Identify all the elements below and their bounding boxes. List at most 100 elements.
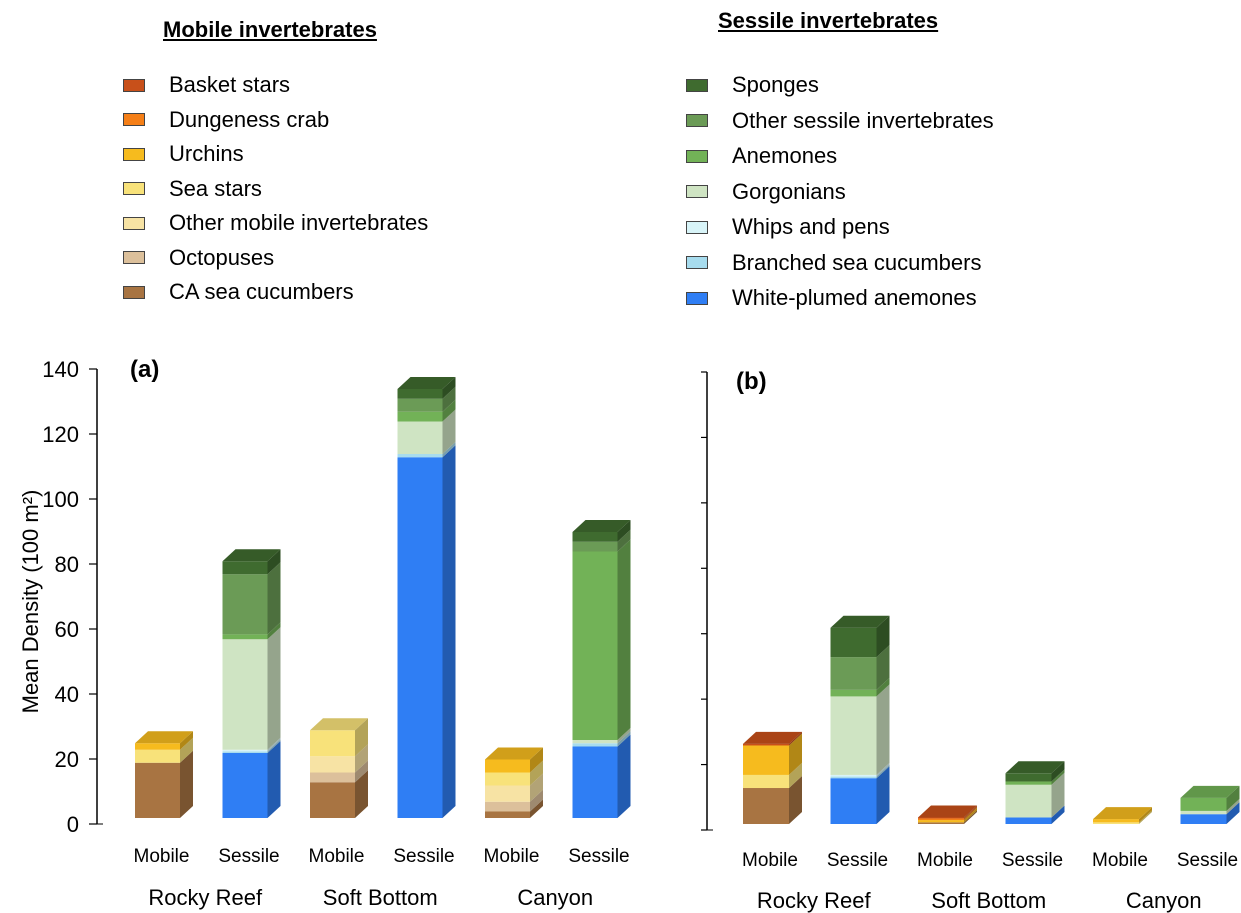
- bar-segment-side: [876, 766, 890, 824]
- bar-segment-side: [180, 731, 193, 750]
- bar-segment-side: [964, 806, 977, 821]
- y-tick-label: 140: [42, 357, 79, 382]
- bar-category-label: Sessile: [1177, 850, 1238, 871]
- bar-segment: [830, 778, 877, 824]
- legend-swatch: [123, 113, 145, 126]
- bar-segment: [135, 743, 180, 750]
- bar-segment: [222, 753, 268, 818]
- group-label: Rocky Reef: [148, 885, 263, 910]
- sessile-legend-title: Sessile invertebrates: [718, 8, 939, 33]
- bar-segment: [310, 782, 355, 818]
- legend-swatch: [123, 285, 145, 299]
- bar-segment-side: [789, 731, 802, 746]
- bar-top: [572, 520, 631, 532]
- legend-item: CA sea cucumbers: [123, 275, 354, 309]
- bar-top: [222, 549, 281, 562]
- bar-segment: [222, 634, 268, 640]
- bar-segment: [830, 776, 877, 779]
- bar-segment-side: [1051, 761, 1065, 782]
- bar-segment-side: [876, 677, 890, 697]
- legend-item: Basket stars: [123, 68, 290, 102]
- bar-segment: [830, 689, 877, 697]
- bar-segment: [918, 817, 964, 819]
- bar-segment-side: [617, 728, 631, 744]
- y-axis-title: Mean Density (100 m²): [18, 490, 43, 714]
- bar-segment: [222, 574, 268, 635]
- bar-segment-side: [876, 645, 890, 690]
- legend-label: White-plumed anemones: [732, 285, 977, 310]
- bar-segment: [310, 772, 355, 783]
- bar-segment: [485, 785, 530, 802]
- legend-item: Anemones: [686, 139, 837, 173]
- bar-segment: [222, 751, 268, 753]
- legend-swatch: [123, 182, 145, 195]
- bar-segment-side: [789, 776, 802, 824]
- legend-swatch: [123, 147, 145, 161]
- legend-swatch: [123, 216, 145, 230]
- bar-segment-side: [442, 386, 456, 412]
- bar-segment: [1093, 819, 1139, 823]
- bar-segment: [918, 820, 964, 823]
- y-tick-label: 40: [55, 682, 79, 707]
- legend-label: CA sea cucumbers: [169, 279, 354, 304]
- bar-segment: [743, 788, 789, 824]
- bar-segment: [397, 389, 443, 399]
- bar-segment: [1005, 817, 1052, 824]
- bar-segment: [743, 743, 789, 746]
- legend-label: Sea stars: [169, 175, 262, 201]
- bar-segment-side: [355, 744, 368, 773]
- y-tick-label: 100: [42, 487, 79, 512]
- bar-segment-side: [1051, 769, 1065, 785]
- bar-segment: [572, 551, 618, 740]
- bar-category-label: Mobile: [484, 846, 540, 867]
- bar-segment-side: [442, 399, 456, 422]
- bar-segment-side: [876, 764, 890, 779]
- bar-category-label: Mobile: [1092, 850, 1148, 871]
- legend-label: Sponges: [732, 72, 819, 97]
- bar-segment: [310, 756, 355, 773]
- bar-segment: [572, 532, 618, 542]
- legend-label: Branched sea cucumbers: [732, 249, 982, 275]
- bar-segment: [1180, 814, 1227, 824]
- bar-category-label: Mobile: [917, 850, 973, 871]
- bar-segment-side: [617, 529, 631, 552]
- bar-segment-side: [876, 684, 890, 775]
- bar-top: [310, 718, 368, 731]
- bar-segment-side: [267, 622, 281, 640]
- legend-label: Other sessile invertebrates: [732, 107, 994, 133]
- legend-swatch: [686, 291, 708, 305]
- legend-item: Whips and pens: [686, 210, 890, 244]
- bar-segment: [135, 762, 180, 818]
- bar-segment-side: [355, 760, 368, 783]
- legend-swatch: [686, 256, 708, 269]
- bar-segment-side: [180, 750, 193, 818]
- bar-category-label: Mobile: [134, 846, 190, 867]
- bar-category-label: Sessile: [218, 846, 279, 867]
- bar-category-label: Sessile: [1002, 850, 1063, 871]
- bar-segment: [310, 730, 355, 757]
- bar-category-label: Sessile: [568, 846, 629, 867]
- bar-segment: [397, 421, 443, 454]
- bar-top: [135, 731, 193, 744]
- bar-segment: [1005, 781, 1052, 785]
- bar-segment-side: [267, 741, 281, 818]
- bar-segment-side: [267, 627, 281, 750]
- bar-segment: [830, 774, 877, 777]
- bar-top: [918, 805, 977, 818]
- bar-segment-side: [530, 799, 543, 818]
- legend-item: Sponges: [686, 68, 819, 102]
- legend-label: Dungeness crab: [169, 106, 330, 132]
- bar-top: [1005, 761, 1065, 774]
- legend-item: White-plumed anemones: [686, 281, 977, 315]
- bar-category-label: Mobile: [309, 846, 365, 867]
- bar-segment: [222, 561, 268, 575]
- legend-item: Gorgonians: [686, 175, 846, 209]
- mobile-legend-title: Mobile invertebrates: [163, 17, 377, 42]
- bar-segment: [135, 749, 180, 763]
- bar-segment-side: [876, 762, 890, 777]
- legend-item: Octopuses: [123, 241, 274, 275]
- bar-segment: [1005, 784, 1052, 818]
- bar-segment: [1180, 810, 1227, 815]
- bar-segment-side: [1226, 798, 1240, 815]
- bar-segment: [397, 411, 443, 422]
